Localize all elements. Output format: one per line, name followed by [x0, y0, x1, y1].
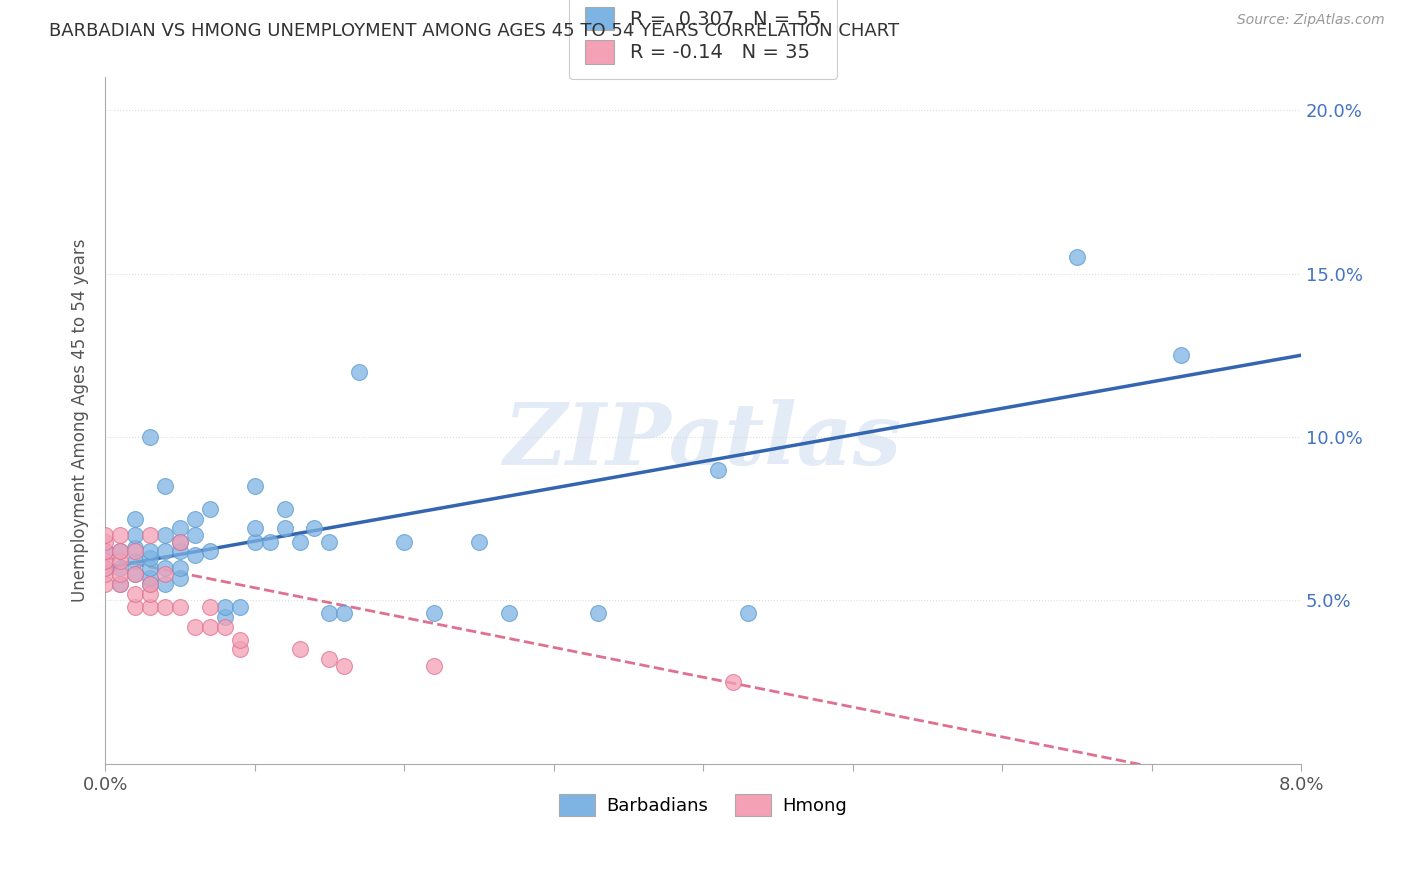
- Point: [153, 599, 176, 614]
- Point: [243, 521, 266, 535]
- Point: [184, 548, 207, 562]
- Point: [153, 577, 176, 591]
- Point: [1066, 250, 1088, 264]
- Point: [169, 570, 191, 584]
- Point: [139, 587, 162, 601]
- Point: [184, 511, 207, 525]
- Point: [198, 501, 221, 516]
- Point: [153, 479, 176, 493]
- Point: [318, 652, 340, 666]
- Point: [94, 560, 117, 574]
- Point: [423, 607, 446, 621]
- Point: [94, 534, 117, 549]
- Point: [273, 521, 295, 535]
- Point: [124, 567, 146, 582]
- Point: [392, 534, 415, 549]
- Point: [153, 567, 176, 582]
- Point: [139, 577, 162, 591]
- Point: [124, 511, 146, 525]
- Point: [318, 607, 340, 621]
- Point: [124, 554, 146, 568]
- Point: [243, 479, 266, 493]
- Point: [94, 554, 117, 568]
- Point: [214, 619, 236, 633]
- Point: [169, 599, 191, 614]
- Point: [169, 560, 191, 574]
- Point: [737, 607, 759, 621]
- Point: [108, 577, 131, 591]
- Point: [94, 544, 117, 558]
- Point: [198, 619, 221, 633]
- Point: [139, 528, 162, 542]
- Point: [468, 534, 491, 549]
- Point: [94, 544, 117, 558]
- Point: [108, 528, 131, 542]
- Point: [94, 577, 117, 591]
- Point: [214, 609, 236, 624]
- Point: [229, 642, 252, 657]
- Point: [318, 534, 340, 549]
- Point: [124, 587, 146, 601]
- Point: [288, 642, 311, 657]
- Legend: Barbadians, Hmong: Barbadians, Hmong: [553, 787, 853, 823]
- Point: [108, 554, 131, 568]
- Text: Source: ZipAtlas.com: Source: ZipAtlas.com: [1237, 13, 1385, 28]
- Point: [229, 599, 252, 614]
- Point: [139, 544, 162, 558]
- Point: [588, 607, 610, 621]
- Text: ZIPatlas: ZIPatlas: [505, 400, 903, 483]
- Point: [229, 632, 252, 647]
- Point: [273, 501, 295, 516]
- Point: [124, 599, 146, 614]
- Point: [139, 550, 162, 565]
- Point: [243, 534, 266, 549]
- Point: [153, 544, 176, 558]
- Point: [304, 521, 326, 535]
- Point: [198, 599, 221, 614]
- Point: [721, 675, 744, 690]
- Point: [139, 577, 162, 591]
- Point: [169, 544, 191, 558]
- Point: [288, 534, 311, 549]
- Text: BARBADIAN VS HMONG UNEMPLOYMENT AMONG AGES 45 TO 54 YEARS CORRELATION CHART: BARBADIAN VS HMONG UNEMPLOYMENT AMONG AG…: [49, 22, 900, 40]
- Point: [423, 658, 446, 673]
- Point: [169, 534, 191, 549]
- Point: [124, 528, 146, 542]
- Point: [139, 599, 162, 614]
- Point: [94, 560, 117, 574]
- Point: [108, 544, 131, 558]
- Point: [139, 570, 162, 584]
- Point: [139, 430, 162, 444]
- Point: [184, 619, 207, 633]
- Point: [108, 560, 131, 574]
- Point: [333, 658, 356, 673]
- Point: [139, 560, 162, 574]
- Point: [169, 521, 191, 535]
- Point: [108, 567, 131, 582]
- Point: [108, 544, 131, 558]
- Point: [498, 607, 520, 621]
- Point: [169, 534, 191, 549]
- Point: [333, 607, 356, 621]
- Point: [108, 577, 131, 591]
- Point: [349, 365, 371, 379]
- Point: [214, 599, 236, 614]
- Point: [94, 528, 117, 542]
- Point: [707, 463, 730, 477]
- Y-axis label: Unemployment Among Ages 45 to 54 years: Unemployment Among Ages 45 to 54 years: [72, 239, 89, 602]
- Point: [94, 567, 117, 582]
- Point: [124, 544, 146, 558]
- Point: [124, 541, 146, 555]
- Point: [184, 528, 207, 542]
- Point: [153, 560, 176, 574]
- Point: [259, 534, 281, 549]
- Point: [124, 567, 146, 582]
- Point: [153, 528, 176, 542]
- Point: [1170, 348, 1192, 362]
- Point: [198, 544, 221, 558]
